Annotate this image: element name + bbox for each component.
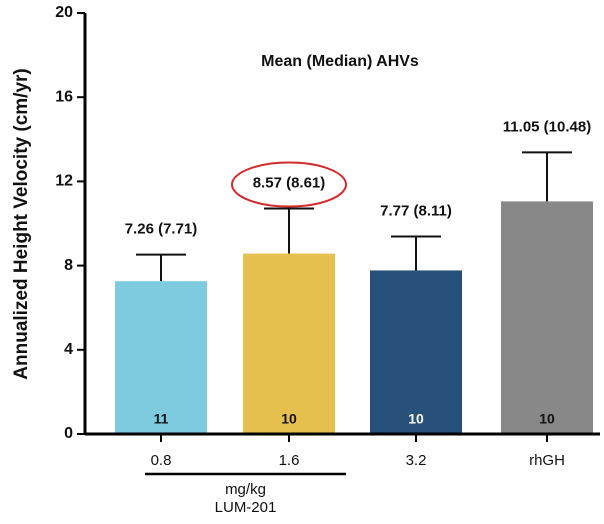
x-tick-label: 0.8: [151, 452, 172, 469]
chart-title: Mean (Median) AHVs: [261, 53, 419, 70]
y-tick-label: 12: [55, 173, 73, 190]
group-label: mg/kg: [225, 481, 266, 498]
y-tick-label: 20: [55, 4, 73, 21]
y-axis-title: Annualized Height Velocity (cm/yr): [11, 68, 32, 379]
value-label: 11.05 (10.48): [503, 118, 591, 135]
value-label: 7.77 (8.11): [380, 203, 452, 220]
y-tick-label: 4: [64, 341, 73, 358]
bar: [370, 270, 462, 434]
y-tick-label: 0: [64, 425, 73, 442]
value-label: 7.26 (7.71): [125, 221, 198, 238]
y-tick-label: 16: [55, 88, 73, 105]
x-tick-label: rhGH: [529, 452, 565, 469]
n-label: 10: [281, 411, 297, 427]
x-tick-label: 3.2: [406, 452, 427, 469]
value-label: 8.57 (8.61): [253, 175, 326, 192]
bar: [115, 281, 207, 434]
n-label: 10: [408, 411, 424, 427]
highlight-ellipse: [231, 161, 347, 208]
y-tick-label: 8: [64, 257, 73, 274]
n-label: 10: [539, 411, 555, 427]
n-label: 11: [154, 411, 169, 427]
bar: [501, 201, 593, 434]
group-label: LUM-201: [215, 499, 277, 516]
x-tick-label: 1.6: [279, 452, 300, 469]
bar: [243, 253, 335, 434]
